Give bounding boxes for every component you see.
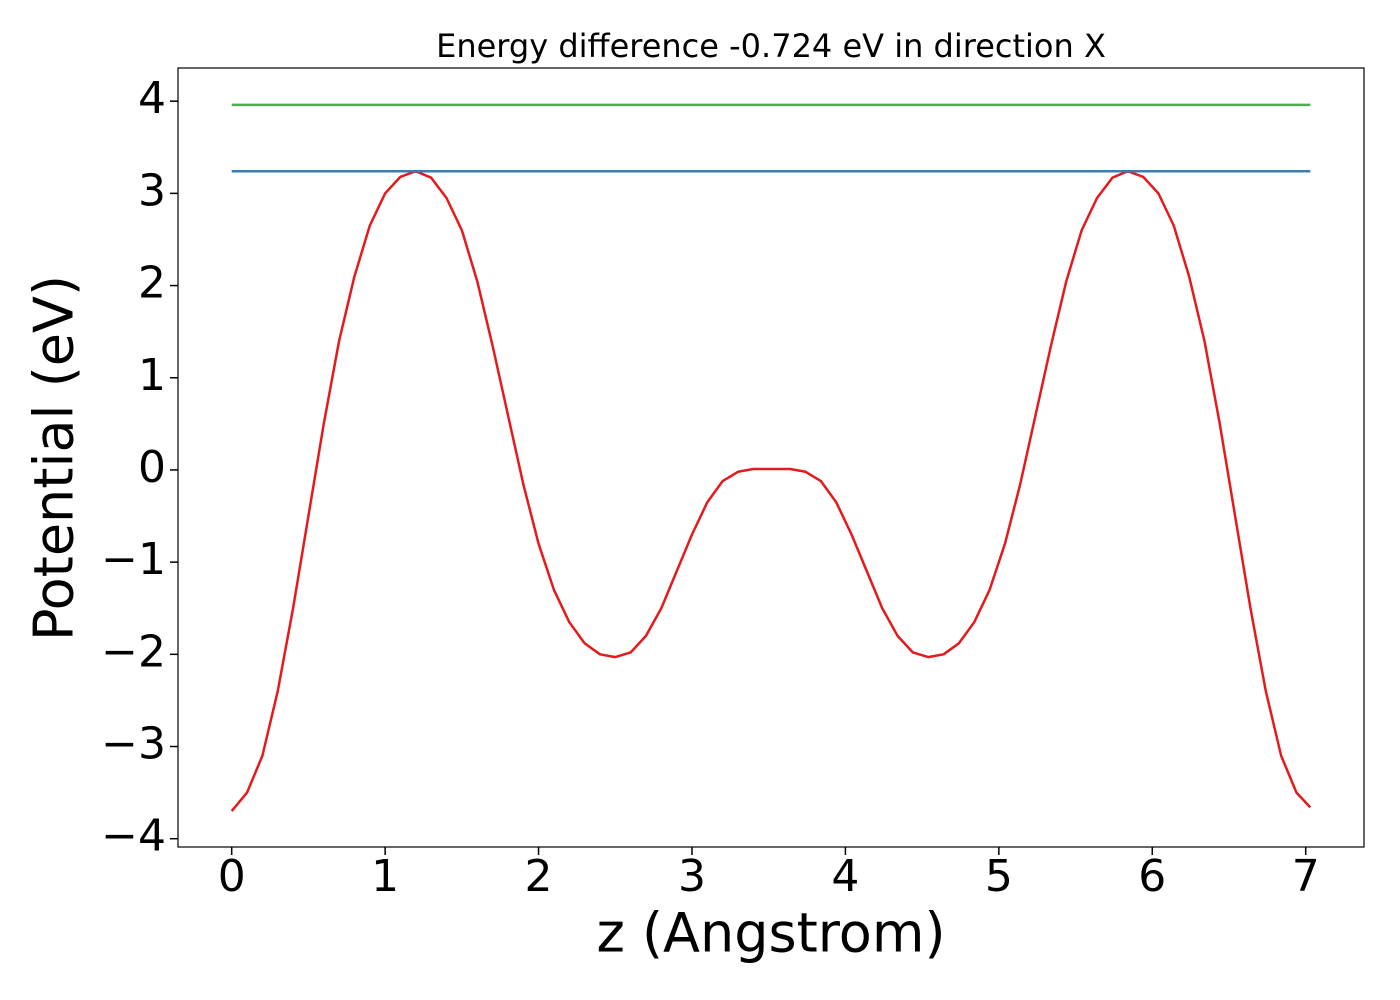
y-tick-label: 2 (138, 258, 166, 309)
x-tick-label: 7 (1292, 851, 1320, 902)
y-axis-label: Potential (eV) (23, 275, 86, 641)
plot-frame (177, 67, 1365, 848)
y-tick-label: −2 (101, 626, 166, 677)
x-tick-label: 1 (371, 851, 399, 902)
y-tick-label: −1 (101, 534, 166, 585)
y-tick-label: −3 (101, 719, 166, 770)
y-tick-label: 1 (138, 350, 166, 401)
y-tick-label: 3 (138, 165, 166, 216)
line-series (230, 170, 1312, 812)
x-tick-label: 0 (218, 851, 246, 902)
x-tick-label: 6 (1138, 851, 1166, 902)
chart-title: Energy difference -0.724 eV in direction… (436, 27, 1106, 65)
x-tick-label: 3 (678, 851, 706, 902)
y-tick-label: 4 (138, 73, 166, 124)
x-tick-label: 2 (525, 851, 553, 902)
x-tick-label: 5 (985, 851, 1013, 902)
y-tick-label: −4 (101, 811, 166, 862)
y-tick-label: 0 (138, 442, 166, 493)
x-axis-label: z (Angstrom) (596, 902, 945, 965)
x-tick-label: 4 (831, 851, 859, 902)
